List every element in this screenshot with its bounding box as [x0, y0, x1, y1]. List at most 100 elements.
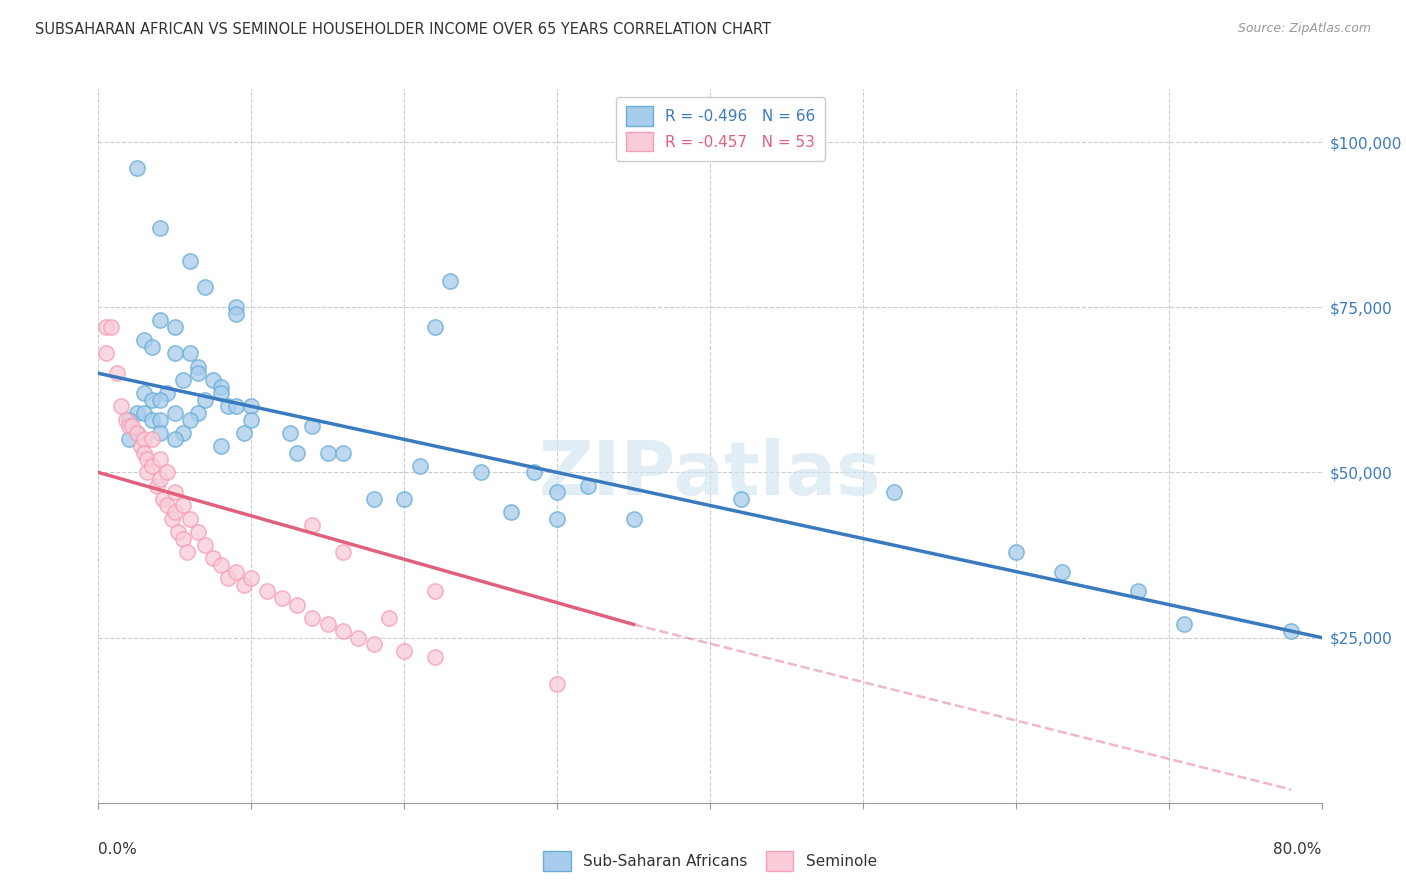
Point	[423, 650, 446, 665]
Point	[392, 491, 416, 506]
Point	[347, 631, 370, 645]
Point	[439, 274, 461, 288]
Point	[883, 485, 905, 500]
Point	[145, 478, 167, 492]
Point	[546, 485, 568, 500]
Point	[187, 406, 209, 420]
Point	[163, 505, 186, 519]
Point	[136, 466, 159, 480]
Point	[141, 458, 163, 473]
Point	[156, 466, 179, 480]
Point	[134, 386, 156, 401]
Point	[149, 452, 172, 467]
Point	[172, 425, 194, 440]
Point	[523, 466, 546, 480]
Text: 0.0%: 0.0%	[98, 842, 138, 857]
Point	[240, 571, 263, 585]
Point	[118, 412, 141, 426]
Point	[149, 221, 172, 235]
Text: ZIPatlas: ZIPatlas	[538, 438, 882, 511]
Point	[408, 458, 430, 473]
Point	[225, 565, 247, 579]
Point	[172, 373, 194, 387]
Point	[546, 511, 568, 525]
Point	[115, 412, 138, 426]
Point	[179, 346, 201, 360]
Point	[285, 445, 308, 459]
Point	[105, 367, 128, 381]
Point	[576, 478, 599, 492]
Point	[392, 644, 416, 658]
Point	[179, 412, 201, 426]
Point	[225, 300, 247, 314]
Point	[187, 524, 209, 539]
Point	[118, 419, 141, 434]
Point	[730, 491, 752, 506]
Point	[1050, 565, 1073, 579]
Point	[149, 472, 172, 486]
Point	[301, 419, 323, 434]
Point	[160, 511, 183, 525]
Point	[194, 392, 217, 407]
Point	[94, 346, 117, 360]
Point	[129, 439, 152, 453]
Text: SUBSAHARAN AFRICAN VS SEMINOLE HOUSEHOLDER INCOME OVER 65 YEARS CORRELATION CHAR: SUBSAHARAN AFRICAN VS SEMINOLE HOUSEHOLD…	[35, 22, 770, 37]
Point	[149, 313, 172, 327]
Point	[125, 425, 148, 440]
Point	[363, 491, 385, 506]
Point	[240, 412, 263, 426]
Point	[278, 425, 301, 440]
Point	[363, 637, 385, 651]
Point	[156, 499, 179, 513]
Point	[209, 386, 232, 401]
Point	[470, 466, 492, 480]
Point	[225, 307, 247, 321]
Point	[125, 425, 148, 440]
Point	[94, 320, 117, 334]
Point	[209, 558, 232, 572]
Point	[134, 333, 156, 347]
Point	[100, 320, 122, 334]
Point	[232, 578, 254, 592]
Point	[1128, 584, 1150, 599]
Point	[209, 379, 232, 393]
Point	[301, 611, 323, 625]
Point	[179, 254, 201, 268]
Point	[301, 518, 323, 533]
Point	[202, 373, 225, 387]
Point	[1173, 617, 1195, 632]
Point	[232, 425, 254, 440]
Point	[176, 545, 198, 559]
Point	[225, 400, 247, 414]
Point	[110, 400, 132, 414]
Point	[332, 445, 354, 459]
Point	[163, 433, 186, 447]
Point	[149, 412, 172, 426]
Point	[209, 439, 232, 453]
Point	[118, 433, 141, 447]
Point	[179, 511, 201, 525]
Legend: Sub-Saharan Africans, Seminole: Sub-Saharan Africans, Seminole	[537, 846, 883, 877]
Point	[134, 433, 156, 447]
Text: Source: ZipAtlas.com: Source: ZipAtlas.com	[1237, 22, 1371, 36]
Point	[156, 386, 179, 401]
Point	[1279, 624, 1302, 638]
Point	[172, 532, 194, 546]
Point	[134, 445, 156, 459]
Point	[623, 511, 645, 525]
Point	[240, 400, 263, 414]
Point	[256, 584, 278, 599]
Point	[136, 452, 159, 467]
Point	[167, 524, 190, 539]
Point	[163, 346, 186, 360]
Point	[134, 406, 156, 420]
Point	[141, 412, 163, 426]
Point	[332, 624, 354, 638]
Point	[152, 491, 174, 506]
Point	[217, 571, 239, 585]
Point	[141, 340, 163, 354]
Point	[285, 598, 308, 612]
Point	[501, 505, 523, 519]
Point	[546, 677, 568, 691]
Point	[270, 591, 292, 605]
